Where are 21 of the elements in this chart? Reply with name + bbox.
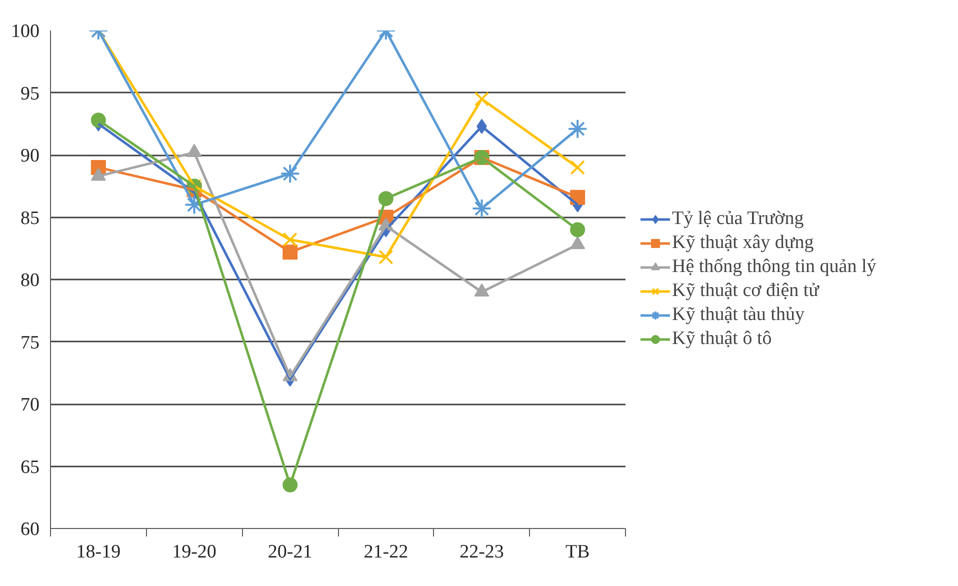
y-tick-label: 75 — [20, 332, 40, 354]
x-tick-label: 22-23 — [460, 542, 504, 562]
x-tick-label: 20-21 — [268, 542, 312, 562]
y-tick-label: 85 — [20, 208, 40, 229]
y-tick-label: 80 — [20, 270, 40, 291]
x-tick-label: 19-20 — [172, 542, 216, 562]
x-tick-label: 18-19 — [76, 542, 121, 562]
y-tick-label: 90 — [20, 146, 40, 166]
x-tick-label: 21-22 — [364, 542, 408, 562]
legend-label: Hệ thống thông tin quản lý — [672, 256, 876, 278]
y-tick-label: 95 — [20, 83, 40, 104]
y-tick-label: 100 — [11, 21, 40, 42]
legend-label: Kỹ thuật ô tô — [672, 328, 772, 350]
legend-label: Kỹ thuật xây dựng — [672, 232, 814, 254]
x-tick-label: TB — [565, 542, 590, 562]
legend-label: Kỹ thuật tàu thủy — [672, 304, 804, 326]
y-tick-label: 65 — [20, 456, 40, 478]
y-tick-label: 60 — [20, 519, 40, 540]
legend-label: Tỷ lệ của Trường — [672, 208, 804, 230]
legend-label: Kỹ thuật cơ điện tử — [672, 280, 819, 302]
y-tick-label: 70 — [20, 394, 40, 416]
